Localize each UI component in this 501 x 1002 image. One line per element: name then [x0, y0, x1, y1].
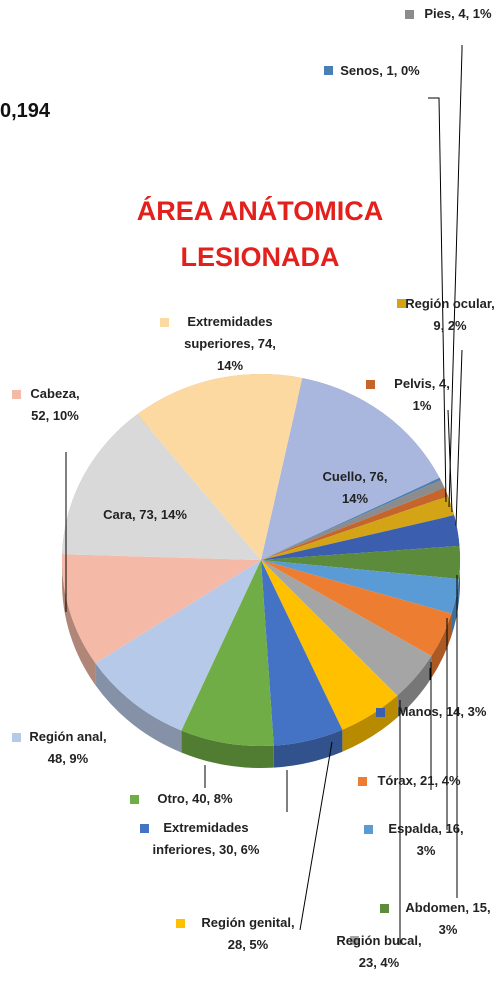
slice-side	[397, 656, 432, 718]
slice	[181, 560, 274, 746]
slice-side	[181, 730, 274, 768]
label-marker	[350, 936, 359, 945]
data-label: Cara, 73, 14%	[103, 507, 187, 522]
data-label: Extremidades inferiores, 30, 6%	[152, 820, 260, 857]
slice	[261, 378, 440, 560]
slice	[62, 554, 261, 664]
slice-side	[95, 663, 182, 753]
leader-line	[448, 45, 463, 508]
data-label: Senos, 1, 0%	[340, 63, 420, 78]
slice	[261, 560, 432, 696]
slice	[261, 560, 459, 614]
data-label: Tórax, 21, 4%	[377, 773, 461, 788]
label-marker	[366, 380, 375, 389]
label-marker	[130, 795, 139, 804]
leader-line	[447, 409, 453, 513]
slice	[261, 488, 448, 560]
label-marker	[324, 66, 333, 75]
data-label: Región genital, 28, 5%	[201, 915, 295, 952]
data-label: Espalda, 16, 3%	[388, 821, 464, 858]
slice	[62, 414, 261, 560]
slice	[261, 496, 455, 560]
chart-title: ÁREA ANÁTOMICA LESIONADA	[136, 196, 384, 272]
leader-line	[455, 349, 463, 527]
slice	[261, 545, 460, 580]
label-marker	[364, 825, 373, 834]
data-label: Otro, 40, 8%	[157, 791, 233, 806]
slice	[261, 560, 343, 746]
slice-side	[62, 554, 96, 686]
slice	[95, 560, 261, 731]
label-marker	[380, 904, 389, 913]
slice	[261, 560, 452, 657]
data-label: Cuello, 76, 14%	[322, 469, 388, 506]
label-marker	[405, 10, 414, 19]
data-label: Cabeza, 52, 10%	[30, 386, 80, 423]
label-marker	[140, 824, 149, 833]
label-marker	[12, 390, 21, 399]
data-label: Abdomen, 15, 3%	[405, 900, 491, 937]
slice	[261, 515, 460, 560]
data-label: Región ocular, 9, 2%	[405, 296, 495, 333]
data-label: Pies, 4, 1%	[424, 6, 492, 21]
data-label: Región bucal, 23, 4%	[336, 933, 422, 970]
slice	[261, 477, 441, 560]
data-label: Región anal, 48, 9%	[29, 729, 107, 766]
label-marker	[397, 299, 406, 308]
label-marker	[176, 919, 185, 928]
slice	[137, 374, 303, 560]
data-label: Extremidades superiores, 74, 14%	[184, 314, 276, 373]
data-label: Manos, 14, 3%	[397, 704, 487, 719]
label-marker	[160, 318, 169, 327]
slice	[261, 479, 445, 560]
label-marker	[12, 733, 21, 742]
slice-side	[273, 729, 343, 768]
leader-line	[299, 741, 333, 931]
leader-line	[428, 97, 447, 503]
slice	[261, 560, 398, 730]
corner-text: 0,194	[0, 100, 51, 122]
label-marker	[376, 708, 385, 717]
label-marker	[358, 777, 367, 786]
data-label: Pelvis, 4, 1%	[394, 376, 450, 413]
